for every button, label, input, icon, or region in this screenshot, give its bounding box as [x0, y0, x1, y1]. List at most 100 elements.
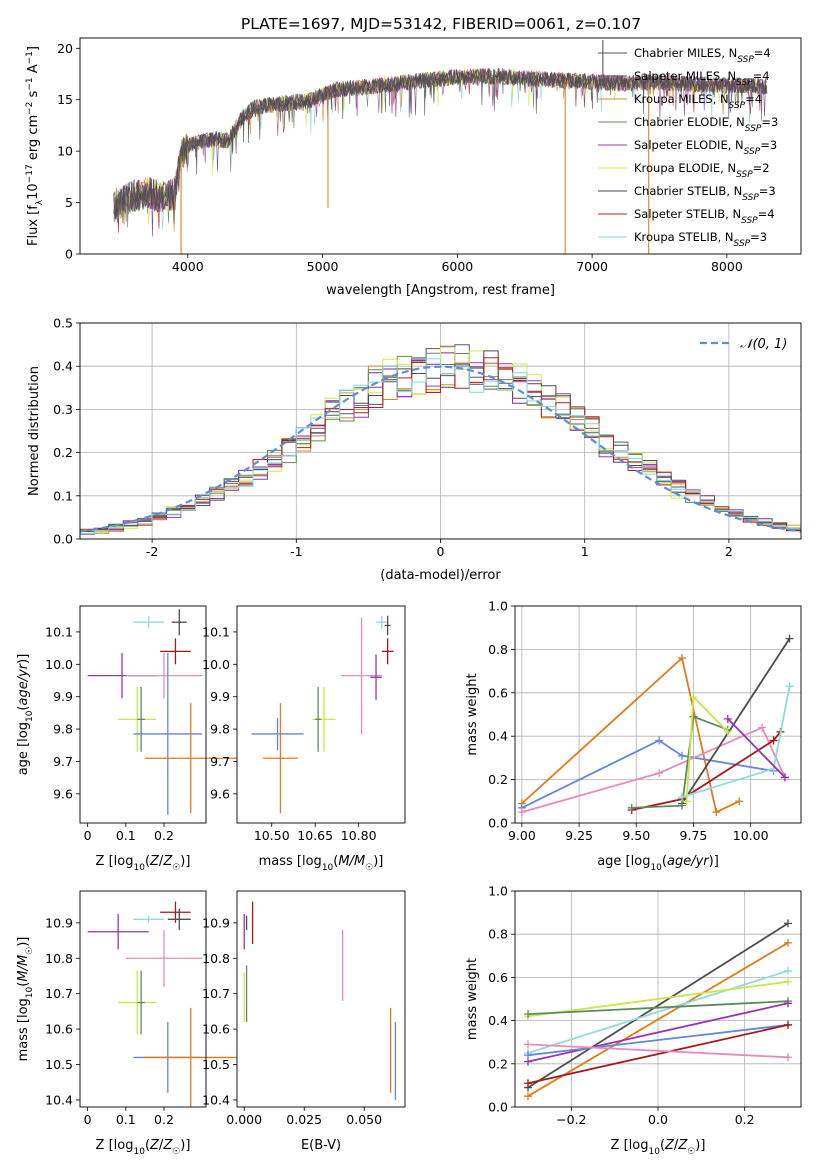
y-tick-label: 10.9: [202, 915, 230, 930]
label-part: /: [159, 1138, 164, 1153]
series-line-2: [521, 739, 774, 809]
label-part: 10: [133, 1147, 145, 1157]
y-tick-label: 0.0: [488, 1100, 508, 1115]
label-part: Chabrier ELODIE, N: [634, 115, 745, 129]
y-tick-label: 9.6: [53, 786, 73, 801]
ebv-axis-label: E(B-V): [301, 1138, 341, 1153]
series-line-9: [527, 1043, 789, 1059]
x-tick-label: 0: [84, 1112, 92, 1127]
series-marker: [712, 808, 721, 817]
y-tick-label: 10.0: [45, 657, 73, 672]
label-part: Z: [149, 854, 160, 869]
legend-entry: Kroupa ELODIE, NSSP=2: [634, 161, 770, 180]
x-tick-label: 0: [437, 544, 445, 559]
page-title: PLATE=1697, MJD=53142, FIBERID=0061, z=0…: [241, 15, 641, 33]
y-tick-label: 9.9: [210, 689, 230, 704]
y-tick-label: 0.4: [488, 1013, 508, 1028]
y-tick-label: 10.4: [45, 1092, 73, 1107]
label-part: SSP: [736, 78, 753, 88]
x-tick-label: 0.0: [648, 1112, 668, 1127]
residuals-frame: [79, 322, 802, 540]
errorbars-mass-vs-ebv: [243, 901, 397, 1100]
x-tick-label: 10.00: [733, 828, 769, 843]
label-part: Chabrier STELIB, N: [634, 184, 742, 198]
label-part: Z [log: [96, 854, 134, 869]
label-part: =2: [753, 161, 770, 175]
y-tick-label: 0.0: [53, 532, 73, 547]
label-part: mass [log: [259, 854, 322, 869]
label-part: Flux [f: [26, 205, 41, 246]
series-marker: [784, 966, 792, 975]
label-part: )]: [373, 854, 383, 869]
series-marker: [678, 801, 687, 810]
z-axis-label: Z [log10(Z/Z☉)]: [96, 854, 191, 873]
legend-entry: Kroupa STELIB, NSSP=3: [634, 230, 767, 249]
series-marker: [682, 797, 691, 806]
series-line-1: [521, 656, 740, 814]
x-tick-label: -1: [290, 544, 302, 559]
mass-axis-label-y: mass [log10(M/M☉)]: [16, 937, 35, 1062]
y-tick-label: 0: [65, 247, 73, 262]
series-marker: [524, 1051, 532, 1060]
series-marker: [785, 682, 794, 691]
y-tick-label: 0.6: [488, 970, 508, 985]
label-part: SSP: [736, 170, 753, 180]
frame-mass-weight-vs-Z: [514, 890, 802, 1108]
label-part: Kroupa ELODIE, N: [634, 161, 736, 175]
label-part: ☉: [172, 1147, 180, 1157]
frame-age-vs-mass: [236, 605, 406, 824]
normal-curve: [80, 365, 801, 533]
series-marker: [735, 797, 744, 806]
legend-entry: Chabrier STELIB, NSSP=3: [634, 184, 776, 203]
label-part: −17: [25, 164, 35, 183]
y-tick-label: 9.8: [210, 722, 230, 737]
mass-weight-label: mass weight: [465, 673, 480, 755]
label-part: )]: [180, 854, 190, 869]
y-tick-label: 0.4: [488, 729, 508, 744]
y-tick-label: 9.7: [53, 754, 73, 769]
x-tick-label: 7000: [576, 259, 608, 274]
y-tick-label: 10.7: [202, 986, 230, 1001]
label-part: λ: [35, 199, 45, 205]
series-marker: [784, 938, 792, 947]
frame-age-vs-Z: [79, 605, 207, 824]
series-marker: [769, 736, 778, 745]
label-part: (: [16, 982, 31, 987]
label-part: 10: [650, 863, 662, 873]
series-marker: [524, 1079, 532, 1088]
y-tick-label: 10.1: [45, 624, 73, 639]
y-tick-label: 10.7: [45, 986, 73, 1001]
y-tick-label: 10.0: [202, 657, 230, 672]
legend-normal-label: 𝒩(0, 1): [740, 337, 787, 352]
label-part: M/M: [16, 955, 31, 982]
series-marker: [517, 808, 526, 817]
x-tick-label: 0.050: [346, 1112, 382, 1127]
label-part: −2: [25, 102, 35, 115]
label-part: Salpeter STELIB, N: [634, 207, 741, 221]
label-part: SSP: [741, 216, 758, 226]
y-tick-label: 9.7: [210, 754, 230, 769]
x-tick-label: 0.1: [116, 1112, 136, 1127]
legend-entry: Salpeter ELODIE, NSSP=3: [634, 138, 777, 157]
age-x-label: age [log10(age/yr)]: [597, 854, 719, 873]
legend-entry: Salpeter STELIB, NSSP=4: [634, 207, 775, 226]
series-marker: [678, 654, 687, 663]
y-tick-label: 15: [57, 92, 73, 107]
axes-age-vs-Z: 0 0.1 0.2 9.6 9.7 9.8 9.9 10.0 10.1: [45, 624, 174, 843]
y-tick-label: 0.8: [488, 642, 508, 657]
label-part: )]: [709, 854, 719, 869]
label-part: age/yr: [16, 662, 31, 705]
series-marker: [678, 792, 687, 801]
y-tick-label: 10.9: [45, 915, 73, 930]
x-tick-label: 0.000: [226, 1112, 262, 1127]
x-tick-label: 9.25: [565, 828, 593, 843]
y-tick-label: 20: [57, 41, 73, 56]
label-part: Z: [162, 854, 173, 869]
legend-entry: Chabrier MILES, NSSP=4: [634, 46, 771, 65]
label-part: Chabrier MILES, N: [634, 46, 737, 60]
y-tick-label: 0.2: [53, 445, 73, 460]
series-line-4: [527, 980, 789, 1018]
label-part: 10: [26, 183, 41, 200]
x-tick-label: 0.2: [735, 1112, 755, 1127]
